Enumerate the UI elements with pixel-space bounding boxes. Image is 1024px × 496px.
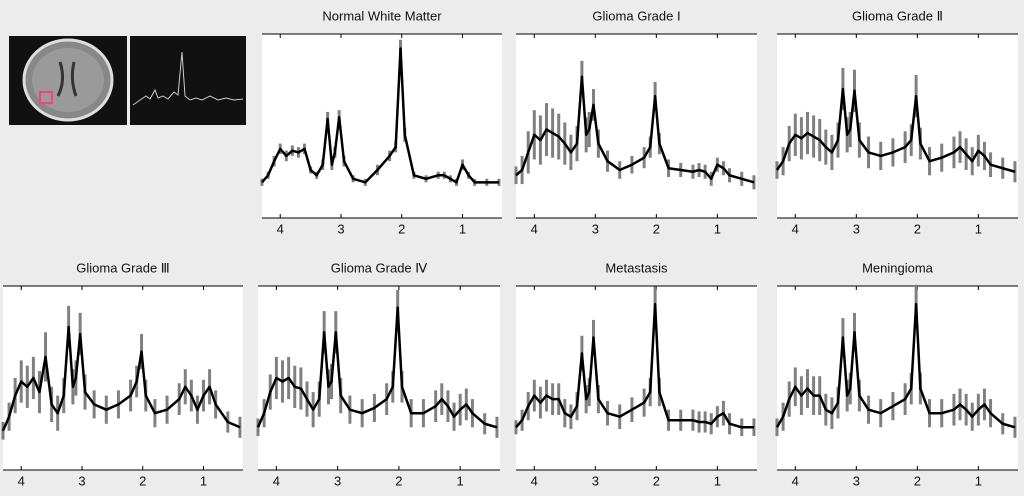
x-tick-label: 2	[914, 221, 921, 236]
x-tick-label: 2	[398, 221, 405, 236]
spectrum-panel: Normal White Matter 4 3 2 1	[260, 8, 502, 236]
panel-title: Normal White Matter	[322, 8, 442, 23]
x-tick-label: 2	[139, 473, 146, 488]
x-tick-label: 1	[714, 221, 721, 236]
x-tick-label: 3	[592, 473, 599, 488]
spectrum-thumbnail	[130, 36, 246, 125]
x-tick-label: 2	[653, 473, 660, 488]
x-tick-label: 2	[395, 473, 402, 488]
ventricles	[56, 61, 78, 97]
x-tick-label: 1	[457, 473, 464, 488]
plot-area	[258, 286, 500, 470]
x-tick-label: 3	[853, 473, 860, 488]
panel-title: Glioma Grade I	[592, 8, 680, 23]
panel-title: Metastasis	[605, 260, 668, 275]
panel-title: Glioma Grade Ⅲ	[76, 260, 170, 275]
spectrum-panel: Glioma Grade Ⅳ 4 3 2 1	[256, 260, 500, 488]
spectrum-line	[261, 47, 499, 184]
plot-area	[777, 34, 1018, 218]
x-tick-label: 3	[853, 221, 860, 236]
x-tick-label: 1	[975, 473, 982, 488]
voxel-marker	[39, 91, 53, 104]
spectrum-line	[515, 302, 754, 429]
spectrum-line	[1, 325, 241, 432]
x-tick-label: 3	[592, 221, 599, 236]
spectrum-panel: Glioma Grade Ⅱ 4 3 2 1	[775, 8, 1018, 236]
x-tick-label: 1	[714, 473, 721, 488]
x-tick-label: 3	[337, 221, 344, 236]
spectrum-panel: Meningioma 4 3 2 1	[775, 260, 1018, 488]
plot-area	[516, 286, 757, 470]
x-tick-label: 3	[78, 473, 85, 488]
x-tick-label: 4	[531, 221, 538, 236]
spectrum-panel: Glioma Grade Ⅲ 4 3 2 1	[1, 260, 243, 488]
x-tick-label: 2	[653, 221, 660, 236]
plot-area	[516, 34, 757, 218]
x-tick-label: 4	[792, 473, 799, 488]
x-tick-label: 3	[334, 473, 341, 488]
plot-area	[262, 34, 502, 218]
spectrum-panel: Glioma Grade I 4 3 2 1	[514, 8, 757, 236]
panel-title: Glioma Grade Ⅳ	[331, 260, 428, 275]
spectrum-line	[775, 302, 1016, 429]
plot-area	[777, 286, 1018, 470]
spectrum-line	[256, 306, 498, 429]
x-tick-label: 4	[18, 473, 25, 488]
x-tick-label: 1	[975, 221, 982, 236]
x-tick-label: 1	[200, 473, 207, 488]
spectrum-trace	[132, 51, 244, 106]
x-tick-label: 4	[792, 221, 799, 236]
x-tick-label: 4	[531, 473, 538, 488]
spectrum-panel: Metastasis 4 3 2 1	[514, 260, 757, 488]
spectrum-line	[775, 87, 1016, 173]
panel-title: Glioma Grade Ⅱ	[852, 8, 943, 23]
brain-tissue	[32, 48, 104, 112]
x-tick-label: 4	[273, 473, 280, 488]
x-tick-label: 2	[914, 473, 921, 488]
mri-thumbnail	[9, 36, 127, 125]
panel-title: Meningioma	[862, 260, 934, 275]
spectrum-line	[515, 75, 755, 184]
spectrum-background	[130, 36, 246, 125]
x-tick-label: 1	[459, 221, 466, 236]
x-tick-label: 4	[277, 221, 284, 236]
